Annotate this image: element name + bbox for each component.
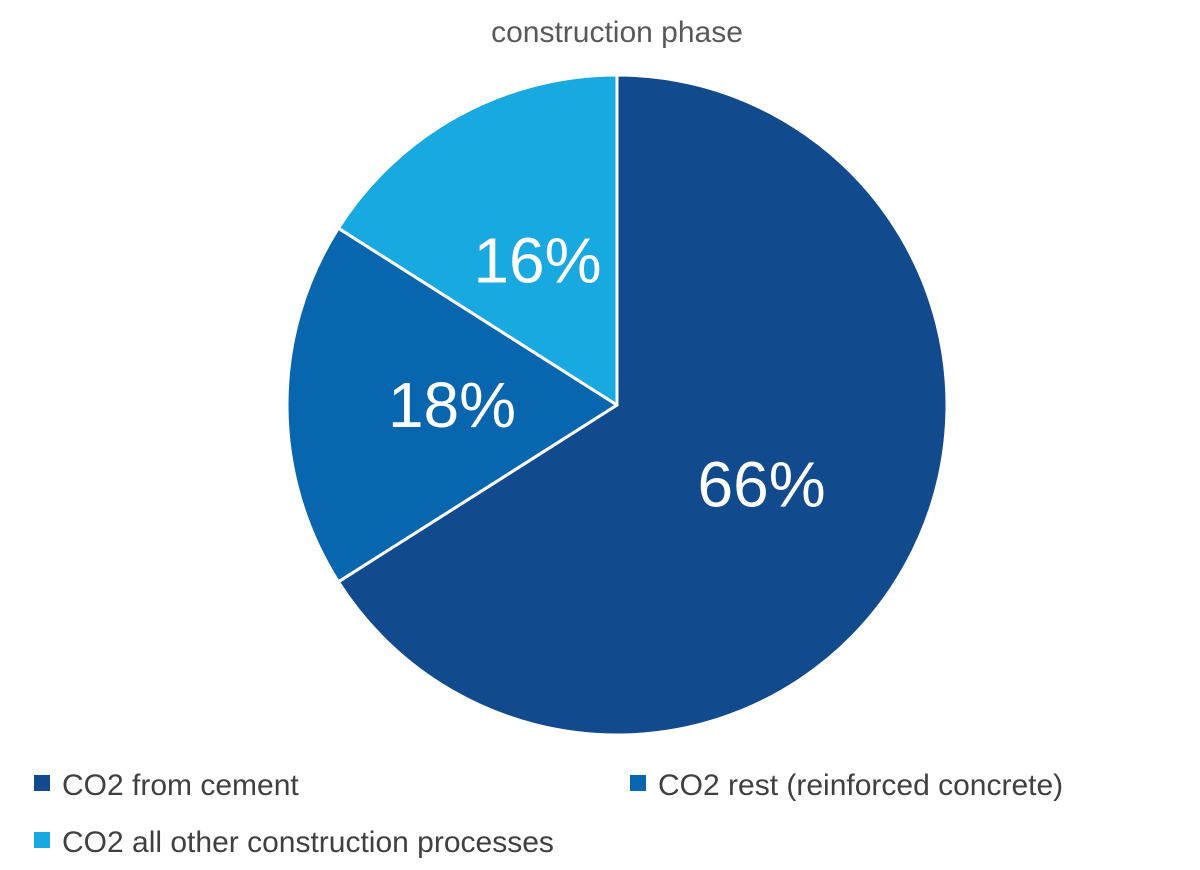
pie-slice-other-processes [336,73,619,407]
data-label-cement: 66% [698,448,826,520]
legend-label-cement: CO2 from cement [62,769,299,802]
legend: CO2 from cement CO2 rest (reinforced con… [34,769,1063,859]
legend-swatch-reinforced-concrete [630,775,646,791]
legend-swatch-other-processes [34,832,50,848]
data-label-reinforced-concrete: 18% [388,369,516,441]
pie-slice-reinforced-concrete [285,226,619,584]
legend-item-reinforced-concrete: CO2 rest (reinforced concrete) [630,769,1063,802]
pie-slices [285,73,949,737]
legend-item-cement: CO2 from cement [34,769,299,802]
chart-title: construction phase [491,16,743,49]
legend-label-reinforced-concrete: CO2 rest (reinforced concrete) [658,769,1063,802]
legend-item-other-processes: CO2 all other construction processes [34,826,554,859]
pie-slice-labels: 66% 18% 16% [388,224,826,520]
data-label-other-processes: 16% [473,224,601,296]
legend-swatch-cement [34,775,50,791]
legend-label-other-processes: CO2 all other construction processes [62,826,554,859]
pie-slice-cement [336,73,949,737]
